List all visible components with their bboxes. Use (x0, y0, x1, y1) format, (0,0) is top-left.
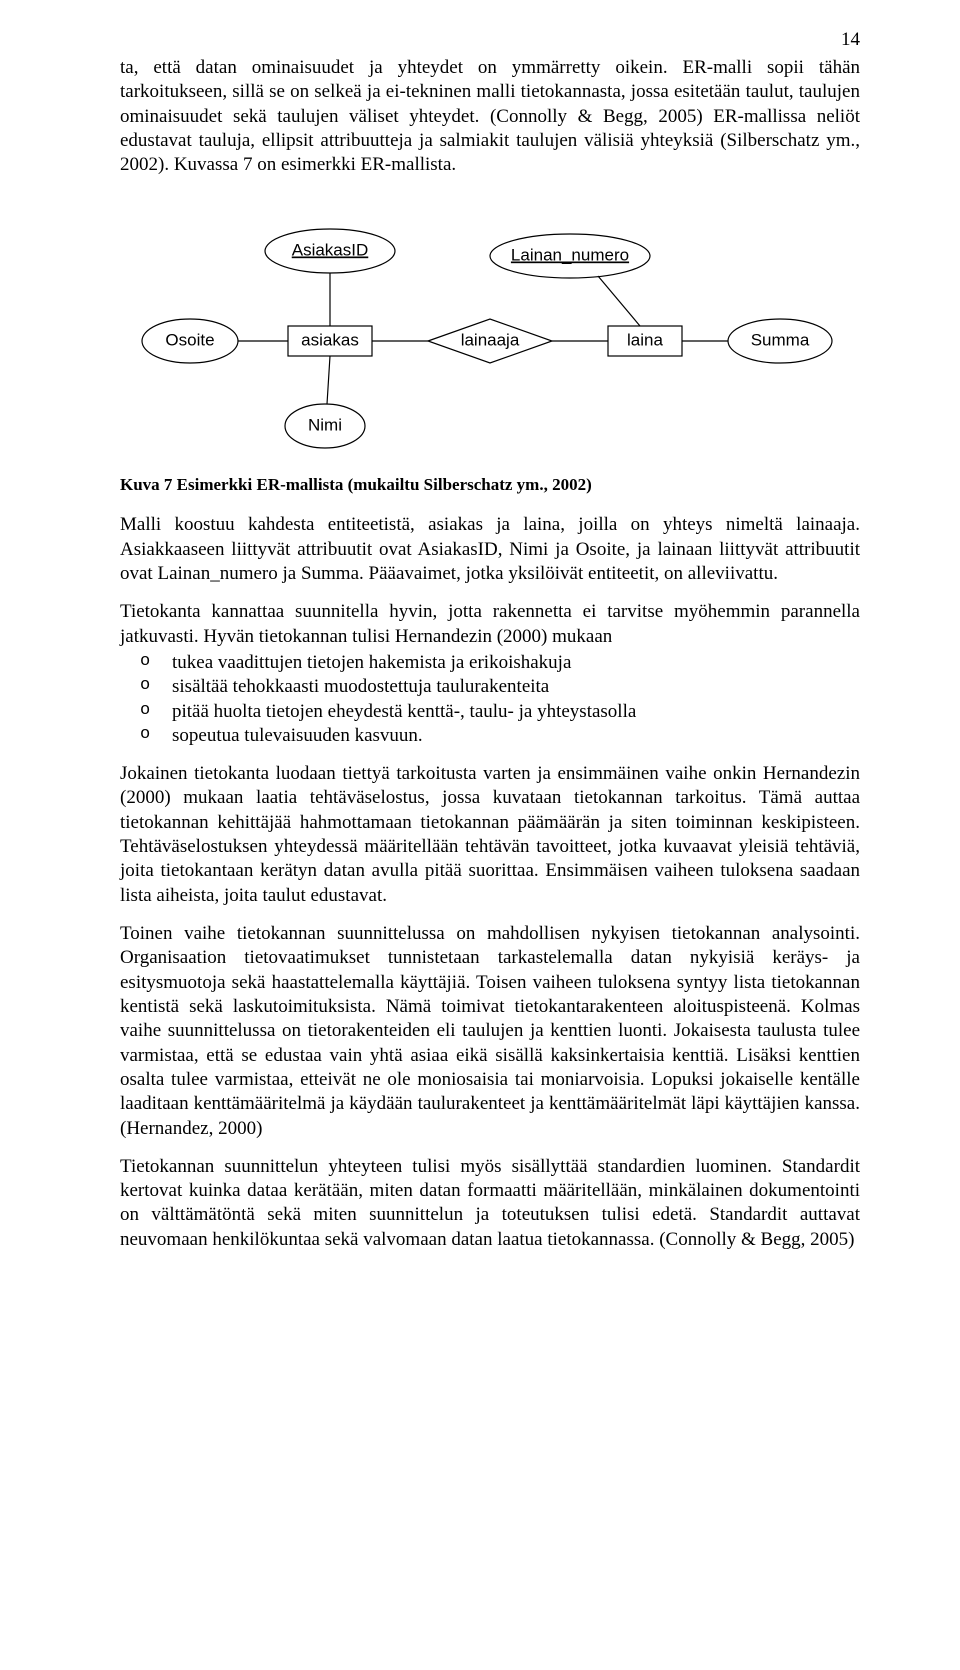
svg-text:asiakas: asiakas (301, 330, 359, 349)
er-diagram-svg: AsiakasID Lainan_numero Osoite Summa Nimi asi… (130, 206, 850, 466)
paragraph-list-lead: Tietokanta kannattaa suunnitella hyvin, … (120, 600, 860, 649)
svg-text:Lainan_numero: Lainan_numero (511, 245, 629, 264)
bullet-list: tukea vaadittujen tietojen hakemista ja … (120, 651, 860, 748)
er-diagram: AsiakasID Lainan_numero Osoite Summa Nimi asi… (130, 206, 850, 466)
svg-text:Summa: Summa (751, 330, 810, 349)
page-number: 14 (841, 28, 860, 52)
paragraph-phase2-3: Toinen vaihe tietokannan suunnittelussa … (120, 922, 860, 1141)
paragraph-phase1: Jokainen tietokanta luodaan tiettyä tark… (120, 762, 860, 908)
paragraph-intro: ta, että datan ominaisuudet ja yhteydet … (120, 56, 860, 178)
svg-text:laina: laina (627, 330, 663, 349)
list-item: tukea vaadittujen tietojen hakemista ja … (172, 651, 860, 675)
figure-caption: Kuva 7 Esimerkki ER-mallista (mukailtu S… (120, 474, 860, 496)
paragraph-standards: Tietokannan suunnittelun yhteyteen tulis… (120, 1155, 860, 1252)
svg-text:AsiakasID: AsiakasID (292, 240, 369, 259)
list-item: sisältää tehokkaasti muodostettuja taulu… (172, 675, 860, 699)
list-item: pitää huolta tietojen eheydestä kenttä-,… (172, 700, 860, 724)
svg-text:Osoite: Osoite (165, 330, 214, 349)
svg-text:Nimi: Nimi (308, 415, 342, 434)
list-item: sopeutua tulevaisuuden kasvuun. (172, 724, 860, 748)
paragraph-model-desc: Malli koostuu kahdesta entiteetistä, asi… (120, 513, 860, 586)
svg-text:lainaaja: lainaaja (461, 330, 520, 349)
